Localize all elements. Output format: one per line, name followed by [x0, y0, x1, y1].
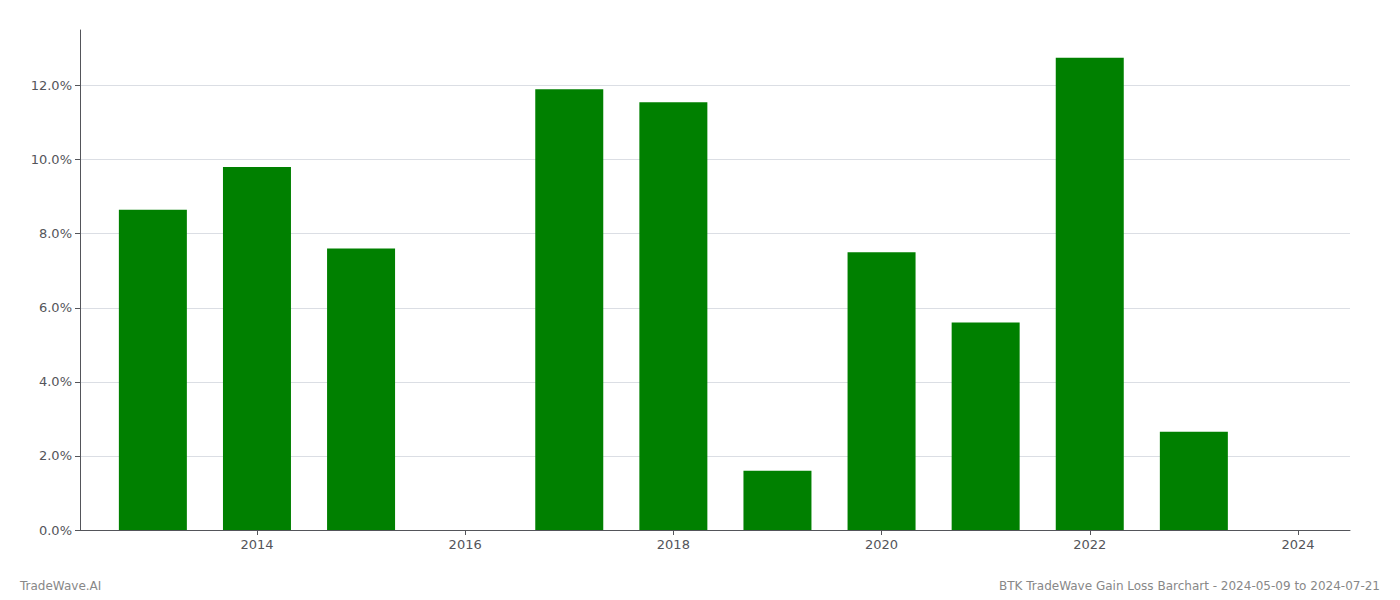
svg-text:TradeWave.AI: TradeWave.AI	[19, 579, 101, 593]
svg-text:2.0%: 2.0%	[39, 448, 72, 463]
svg-text:0.0%: 0.0%	[39, 523, 72, 538]
svg-text:4.0%: 4.0%	[39, 374, 72, 389]
svg-text:2016: 2016	[449, 537, 482, 552]
svg-text:6.0%: 6.0%	[39, 300, 72, 315]
svg-text:12.0%: 12.0%	[31, 78, 72, 93]
svg-text:2024: 2024	[1281, 537, 1314, 552]
svg-text:8.0%: 8.0%	[39, 226, 72, 241]
svg-text:10.0%: 10.0%	[31, 152, 72, 167]
svg-text:2018: 2018	[657, 537, 690, 552]
svg-text:2020: 2020	[865, 537, 898, 552]
svg-text:2022: 2022	[1073, 537, 1106, 552]
svg-text:BTK TradeWave Gain Loss Barcha: BTK TradeWave Gain Loss Barchart - 2024-…	[999, 579, 1380, 593]
svg-text:2014: 2014	[240, 537, 273, 552]
